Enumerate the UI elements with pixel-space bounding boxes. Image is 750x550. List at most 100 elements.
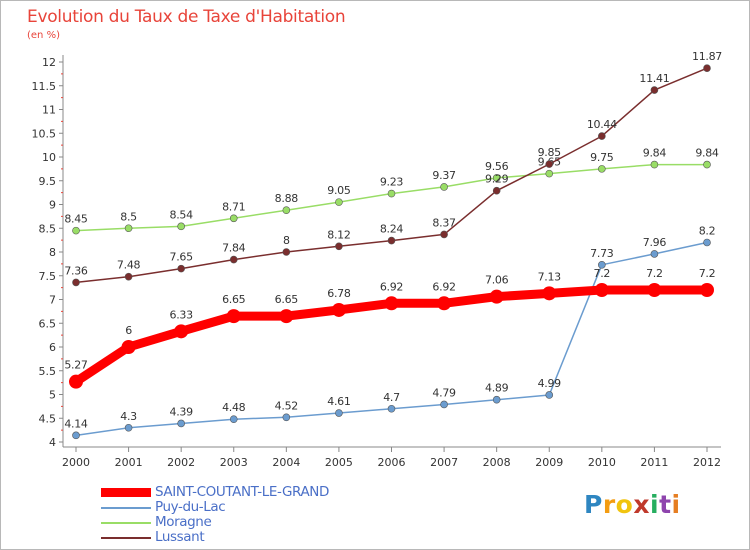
data-point	[647, 283, 662, 297]
legend-swatch	[101, 521, 151, 524]
data-label: 6.33	[170, 308, 194, 321]
x-tick-label: 2007	[430, 456, 458, 469]
data-point	[69, 374, 83, 389]
data-point	[650, 250, 659, 258]
data-point	[72, 278, 80, 287]
data-point	[650, 86, 659, 94]
y-tick-label: 5.5	[39, 365, 57, 378]
logo-letter: r	[602, 490, 616, 519]
data-label: 8.88	[275, 192, 299, 205]
y-tick-label: 8.5	[39, 222, 57, 235]
logo-letter: t	[659, 490, 672, 519]
data-point	[387, 189, 396, 198]
legend-label: Puy-du-Lac	[155, 499, 226, 515]
data-label: 4.79	[432, 386, 456, 399]
chart-title: Evolution du Taux de Taxe d'Habitation	[27, 7, 346, 27]
data-point	[542, 286, 557, 301]
data-point	[282, 413, 291, 422]
data-label: 6.65	[275, 293, 299, 306]
y-tick-label: 11.5	[32, 80, 57, 93]
data-label: 8	[283, 234, 290, 247]
data-point	[279, 309, 294, 324]
data-label: 4.61	[327, 395, 350, 408]
data-point	[282, 206, 291, 214]
data-point	[335, 198, 343, 206]
data-point	[545, 169, 554, 178]
data-point	[177, 264, 185, 273]
data-point	[331, 302, 346, 317]
y-tick-label: 5	[49, 389, 56, 402]
data-label: 4.14	[64, 417, 88, 430]
y-tick-label: 4.5	[39, 412, 57, 425]
data-label: 7.36	[64, 264, 88, 277]
data-point	[492, 186, 501, 195]
data-label: 10.44	[587, 118, 617, 131]
data-label: 7.2	[646, 267, 663, 280]
data-point	[124, 423, 133, 432]
data-label: 9.84	[643, 147, 667, 160]
data-point	[124, 272, 133, 281]
series-saint-coutant-le-grand: 5.27 6 6.33 6.65 6.65 6.78 6.92 6.92 7.06 7.13 7.2…	[64, 267, 716, 389]
data-label: 7.65	[170, 251, 194, 264]
data-point	[598, 261, 606, 269]
series-lussant: 7.36 7.48 7.65 7.84 8 8.12 8.24 8.37 9.29 9.85 10.…	[64, 50, 723, 287]
y-tick-label: 7.5	[39, 270, 57, 283]
x-tick-label: 2000	[62, 456, 90, 469]
data-point	[124, 224, 133, 233]
data-label: 9.84	[695, 147, 719, 160]
logo-letter: o	[615, 490, 634, 519]
data-point	[489, 289, 504, 304]
data-point	[545, 160, 554, 168]
y-tick-label: 6.5	[39, 317, 57, 330]
legend-swatch	[101, 488, 151, 497]
y-tick-label: 12	[42, 56, 56, 69]
data-point	[72, 431, 80, 440]
logo-letter: i	[671, 490, 681, 519]
data-label: 8.71	[222, 200, 245, 213]
y-tick-label: 9	[49, 199, 56, 212]
data-label: 7.96	[643, 236, 667, 249]
data-label: 11.87	[692, 50, 722, 63]
data-label: 6	[125, 324, 132, 337]
data-point	[226, 309, 241, 324]
data-label: 5.27	[64, 359, 88, 372]
proxiti-logo: Proxiti	[584, 490, 681, 519]
data-point	[229, 415, 238, 424]
data-point	[174, 324, 189, 339]
data-label: 8.5	[120, 210, 137, 223]
data-label: 7.48	[117, 259, 141, 272]
legend-label: Lussant	[155, 529, 205, 545]
y-tick-label: 10.5	[32, 127, 57, 140]
data-point	[229, 214, 238, 223]
x-tick-label: 2011	[640, 456, 668, 469]
chart-subtitle: (en %)	[27, 30, 60, 41]
data-point	[594, 283, 609, 297]
data-point	[703, 64, 711, 72]
data-point	[335, 409, 343, 417]
data-label: 7.13	[538, 270, 562, 283]
data-label: 7.84	[222, 242, 246, 255]
logo-letter: i	[650, 490, 660, 519]
data-label: 9.75	[590, 151, 614, 164]
data-label: 9.85	[538, 146, 562, 159]
x-tick-label: 2008	[483, 456, 511, 469]
data-point	[387, 236, 396, 245]
data-label: 6.65	[222, 293, 246, 306]
data-label: 8.45	[64, 213, 88, 226]
data-point	[335, 242, 343, 251]
data-label: 7.06	[485, 274, 509, 287]
data-label: 7.73	[590, 247, 614, 260]
data-point	[229, 255, 238, 264]
data-label: 9.29	[485, 173, 509, 186]
data-label: 9.23	[380, 176, 404, 189]
legend-swatch	[101, 506, 151, 509]
data-point	[72, 226, 80, 235]
logo-letter: P	[584, 490, 603, 519]
data-point	[440, 230, 448, 239]
data-point	[437, 296, 452, 311]
legend-label: Moragne	[155, 514, 212, 530]
x-tick-label: 2004	[272, 456, 300, 469]
data-label: 4.89	[485, 382, 509, 395]
